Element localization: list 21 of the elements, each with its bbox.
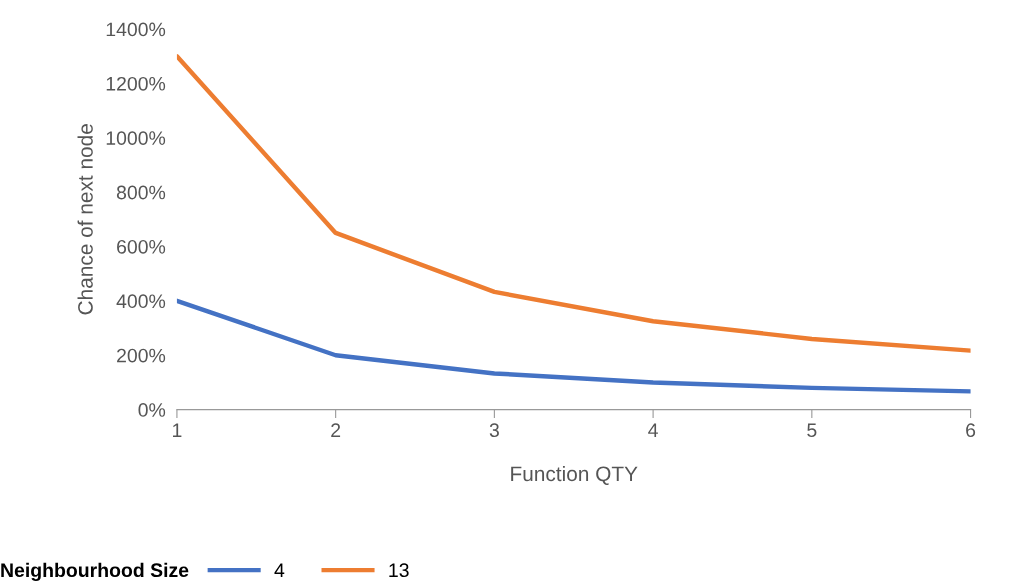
x-tick-label: 5: [807, 423, 817, 438]
line-series: [176, 298, 971, 394]
y-tick-label: 1200%: [106, 76, 166, 91]
y-tick-label: 1400%: [106, 22, 166, 37]
legend-label: 13: [389, 563, 409, 578]
y-tick-label: 600%: [117, 239, 166, 254]
x-tick-label: 6: [966, 423, 976, 438]
line-series: [176, 54, 971, 353]
y-tick-label: 400%: [116, 294, 166, 309]
x-tick-label: 4: [648, 423, 658, 437]
y-tick-label: 800%: [116, 185, 166, 200]
x-tick-label: 1: [173, 423, 182, 437]
y-tick-label: 200%: [117, 348, 166, 363]
y-tick-label: 0%: [138, 403, 166, 417]
x-tick-label: 3: [489, 423, 499, 438]
x-axis-title: Function QTY: [511, 465, 638, 485]
legend-title: Neighbourhood Size: [1, 562, 189, 581]
legend-label: 4: [274, 563, 285, 577]
y-tick-label: 1000%: [106, 131, 166, 146]
x-tick-label: 2: [331, 423, 341, 437]
y-axis-title: Chance of next node: [77, 124, 93, 315]
